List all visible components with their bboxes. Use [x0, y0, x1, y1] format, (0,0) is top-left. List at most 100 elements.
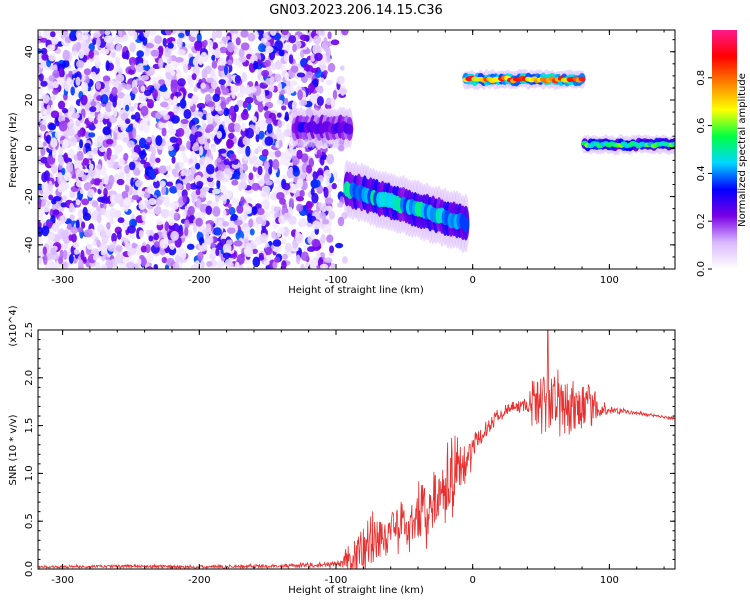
noise-speckle	[230, 85, 238, 93]
noise-speckle	[268, 166, 273, 175]
noise-speckle	[185, 168, 192, 176]
noise-speckle	[336, 75, 345, 85]
noise-speckle	[177, 78, 186, 87]
noise-speckle	[187, 205, 195, 216]
noise-speckle	[284, 115, 290, 121]
noise-speckle	[88, 163, 94, 171]
noise-speckle	[164, 64, 173, 73]
noise-speckle	[159, 86, 168, 92]
noise-speckle	[191, 94, 199, 105]
noise-speckle	[143, 89, 152, 97]
noise-speckle	[226, 227, 236, 234]
noise-speckle	[169, 136, 178, 143]
noise-speckle	[140, 256, 147, 267]
noise-speckle	[125, 104, 130, 112]
spectrogram-y-tick-label: 20	[24, 94, 35, 107]
noise-speckle	[48, 194, 54, 201]
noise-speckle	[76, 227, 84, 233]
snr-x-tick-label: 0	[470, 575, 476, 586]
noise-speckle	[191, 145, 200, 152]
noise-speckle	[41, 198, 46, 208]
noise-speckle	[205, 205, 213, 216]
noise-speckle	[306, 30, 311, 36]
noise-speckle	[221, 87, 230, 96]
noise-speckle	[52, 89, 59, 95]
noise-speckle	[315, 85, 323, 93]
noise-speckle	[242, 100, 248, 109]
noise-speckle	[265, 254, 272, 261]
noise-speckle	[202, 39, 208, 47]
noise-speckle	[151, 76, 157, 84]
noise-speckle	[249, 152, 255, 159]
noise-speckle	[305, 174, 314, 182]
noise-speckle	[152, 89, 159, 99]
noise-speckle	[252, 256, 261, 268]
spectrogram-x-tick-label: 0	[470, 275, 476, 286]
noise-speckle	[78, 259, 84, 269]
noise-speckle	[240, 30, 249, 38]
colorbar: 0.0 0.2 0.4 0.6 0.8 Normalized spectral ampl…	[696, 30, 748, 277]
noise-speckle	[70, 137, 77, 143]
noise-speckle	[161, 256, 168, 264]
noise-speckle	[181, 189, 188, 198]
spectrogram-x-label: Height of straight line (km)	[288, 285, 424, 296]
noise-speckle	[325, 153, 335, 165]
noise-speckle	[212, 206, 221, 217]
noise-speckle	[241, 122, 246, 132]
noise-speckle	[122, 53, 129, 60]
noise-speckle	[296, 149, 303, 160]
noise-speckle	[194, 131, 203, 138]
noise-speckle	[335, 242, 344, 249]
noise-speckle	[332, 89, 338, 100]
noise-speckle	[167, 218, 175, 226]
noise-speckle	[273, 246, 282, 253]
noise-speckle	[253, 60, 259, 70]
noise-speckle	[145, 42, 155, 49]
noise-speckle	[228, 220, 236, 228]
noise-speckle	[81, 82, 89, 93]
noise-speckle	[117, 97, 122, 109]
noise-speckle	[88, 113, 94, 122]
noise-speckle	[234, 75, 242, 84]
noise-speckle	[190, 30, 197, 37]
noise-speckle	[327, 31, 332, 40]
noise-speckle	[319, 263, 329, 269]
noise-speckle	[261, 185, 271, 194]
snr-panel: -300 -200 -100 0 100 0.0 0.5 1.0 1.5 2.0 2.5 Heig…	[8, 305, 676, 596]
noise-speckle	[159, 247, 166, 256]
noise-speckle	[312, 171, 318, 181]
noise-speckle	[161, 186, 166, 196]
noise-speckle	[46, 104, 51, 115]
colorbar-bar	[712, 30, 737, 269]
noise-speckle	[207, 39, 214, 50]
noise-speckle	[233, 104, 239, 113]
noise-speckle	[99, 181, 104, 191]
noise-speckle	[216, 130, 223, 139]
noise-speckle	[161, 127, 167, 137]
noise-speckle	[48, 180, 53, 192]
noise-speckle	[68, 254, 74, 264]
noise-speckle	[309, 94, 318, 100]
noise-speckle	[114, 193, 123, 204]
noise-speckle	[124, 164, 130, 174]
noise-speckle	[72, 50, 78, 57]
noise-speckle	[153, 264, 159, 269]
noise-speckle	[109, 79, 115, 86]
noise-speckle	[218, 79, 226, 85]
noise-speckle	[99, 30, 105, 36]
noise-speckle	[136, 258, 142, 266]
spectrogram-feature-5	[581, 134, 675, 156]
noise-speckle	[311, 192, 319, 204]
spectrogram-feature-2	[291, 106, 354, 149]
noise-speckle	[270, 192, 279, 201]
noise-speckle	[185, 30, 190, 37]
colorbar-tick-label: 0.2	[696, 213, 707, 229]
noise-speckle	[130, 114, 136, 120]
noise-speckle	[282, 253, 288, 260]
noise-speckle	[217, 219, 223, 231]
noise-speckle	[196, 102, 206, 110]
noise-speckle	[218, 148, 227, 154]
band-cell	[462, 216, 470, 233]
noise-speckle	[286, 87, 292, 96]
snr-multiplier: (x10^4)	[8, 305, 19, 346]
